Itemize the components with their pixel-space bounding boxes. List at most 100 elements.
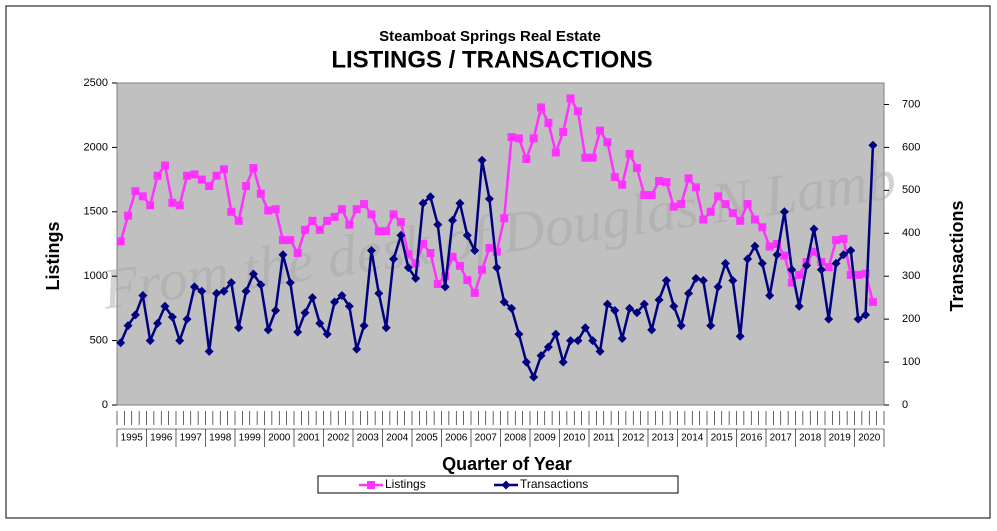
point: [640, 191, 649, 200]
point: [536, 351, 546, 361]
y-tick-label: 2500: [84, 77, 108, 89]
point: [735, 331, 745, 341]
point: [256, 280, 266, 290]
point: [529, 134, 538, 143]
point: [146, 201, 155, 210]
point: [647, 191, 656, 200]
point: [234, 216, 243, 225]
point: [684, 288, 694, 298]
point: [566, 336, 576, 346]
point: [780, 251, 789, 260]
legend-label: Listings: [385, 477, 426, 491]
x-group-label: 2004: [386, 433, 409, 444]
point: [802, 260, 812, 270]
y-tick-label: 2000: [84, 141, 108, 153]
point: [337, 205, 346, 214]
point: [772, 250, 782, 260]
x-group-label: 2007: [475, 433, 498, 444]
point: [448, 215, 458, 225]
legend-marker: [367, 481, 375, 489]
point: [720, 258, 730, 268]
point: [846, 270, 855, 279]
point: [706, 207, 715, 216]
point: [315, 318, 325, 328]
point: [655, 176, 664, 185]
y-axis-title: Listings: [43, 221, 63, 290]
point: [639, 299, 649, 309]
point: [175, 336, 185, 346]
point: [573, 336, 583, 346]
y2-tick-label: 100: [902, 356, 920, 368]
x-group-label: 2017: [770, 433, 793, 444]
point: [537, 103, 546, 112]
point: [271, 306, 281, 316]
point: [263, 325, 273, 335]
point: [323, 216, 332, 225]
point: [212, 288, 222, 298]
point: [366, 245, 376, 255]
point: [868, 140, 878, 150]
point: [123, 321, 133, 331]
point: [758, 223, 767, 232]
x-group-label: 2009: [534, 433, 557, 444]
point: [242, 182, 251, 191]
point: [293, 327, 303, 337]
point: [455, 198, 465, 208]
point: [492, 263, 502, 273]
x-group-label: 1997: [180, 433, 203, 444]
point: [183, 171, 192, 180]
point: [212, 171, 221, 180]
point: [854, 270, 863, 279]
point: [403, 263, 413, 273]
point: [846, 245, 856, 255]
point: [817, 258, 826, 267]
x-group-label: 2000: [268, 433, 291, 444]
x-group-label: 1998: [209, 433, 232, 444]
point: [779, 207, 789, 217]
point: [197, 175, 206, 184]
point: [832, 236, 841, 245]
point: [721, 200, 730, 209]
point: [205, 182, 214, 191]
y2-tick-label: 500: [902, 184, 920, 196]
point: [743, 200, 752, 209]
y2-tick-label: 0: [902, 399, 908, 411]
point: [610, 306, 620, 316]
point: [301, 225, 310, 234]
point: [861, 269, 870, 278]
point: [787, 278, 796, 287]
point: [330, 212, 339, 221]
point: [352, 344, 362, 354]
chart-title: LISTINGS / TRANSACTIONS: [331, 46, 652, 73]
x-group-label: 2003: [357, 433, 380, 444]
x-group-label: 1995: [121, 433, 144, 444]
point: [809, 247, 818, 256]
point: [588, 336, 598, 346]
point: [853, 314, 863, 324]
point: [418, 198, 428, 208]
point: [344, 301, 354, 311]
point: [551, 329, 561, 339]
point: [551, 148, 560, 157]
point: [138, 192, 147, 201]
point: [463, 276, 472, 285]
point: [367, 210, 376, 219]
point: [374, 288, 384, 298]
point: [514, 329, 524, 339]
point: [595, 346, 605, 356]
point: [558, 357, 568, 367]
point: [396, 230, 406, 240]
point: [661, 275, 671, 285]
x-group-label: 2006: [445, 433, 468, 444]
x-group-label: 2012: [622, 433, 645, 444]
point: [566, 94, 575, 103]
point: [138, 291, 148, 301]
point: [411, 273, 421, 283]
point: [647, 325, 657, 335]
point: [389, 254, 399, 264]
point: [477, 155, 487, 165]
point: [736, 216, 745, 225]
point: [750, 241, 760, 251]
y2-tick-label: 700: [902, 98, 920, 110]
